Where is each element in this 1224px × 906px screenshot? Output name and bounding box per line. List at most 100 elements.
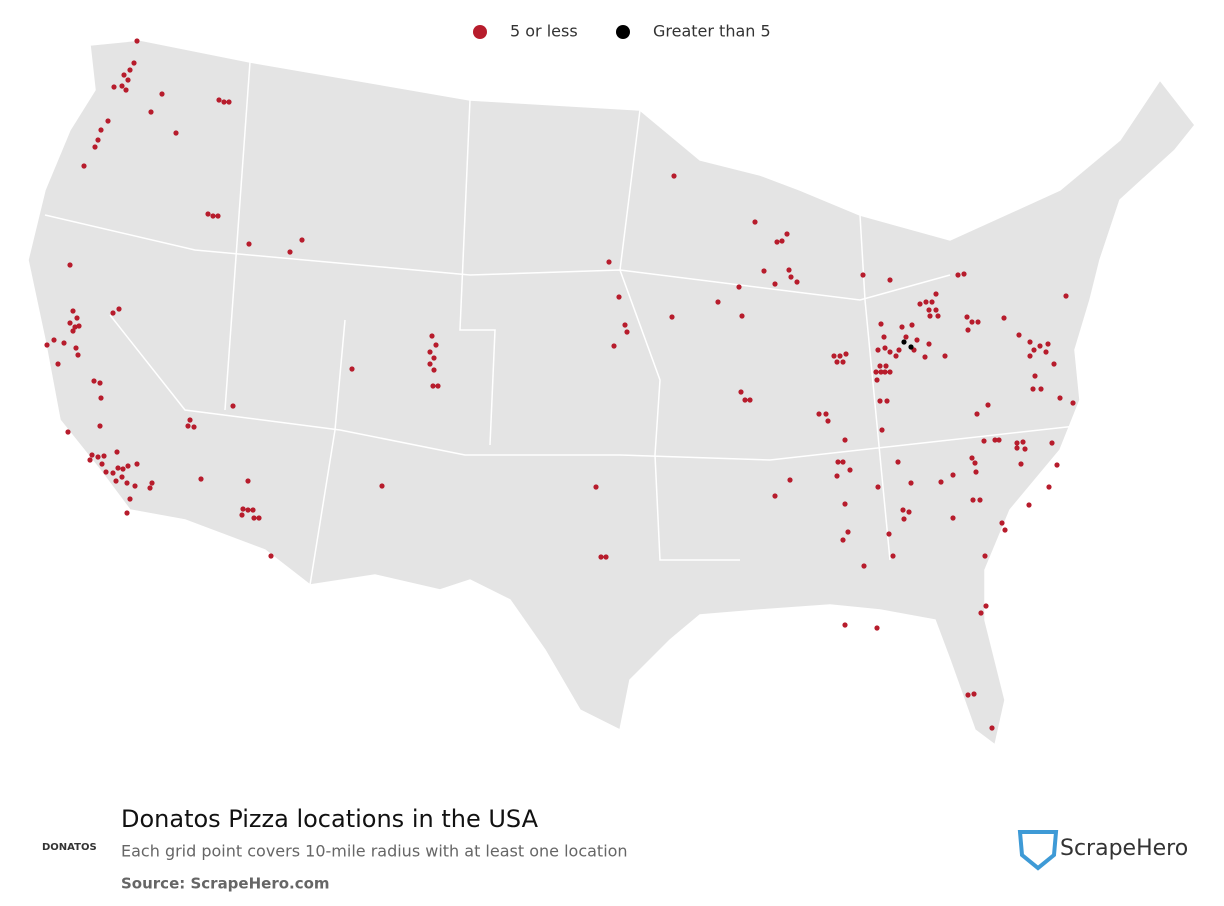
- location-dot: [215, 213, 221, 219]
- location-dot: [427, 361, 433, 367]
- location-dot: [788, 274, 794, 280]
- location-dot: [187, 417, 193, 423]
- location-dot: [909, 322, 915, 328]
- location-dot: [173, 130, 179, 136]
- location-dot: [873, 369, 879, 375]
- brand-shield: [1017, 830, 1059, 871]
- location-dot: [1049, 440, 1055, 446]
- location-dot: [210, 213, 216, 219]
- location-dot: [98, 127, 104, 133]
- location-dot: [435, 383, 441, 389]
- location-dot: [989, 725, 995, 731]
- location-dot: [878, 369, 884, 375]
- brand: ScrapeHero: [1060, 836, 1188, 861]
- location-dot: [431, 355, 437, 361]
- legend-marker: [473, 25, 487, 39]
- location-dot: [942, 353, 948, 359]
- location-dot: [772, 493, 778, 499]
- location-dot: [119, 83, 125, 89]
- location-dot: [842, 622, 848, 628]
- location-dot: [159, 91, 165, 97]
- location-dot: [119, 474, 125, 480]
- location-dot: [886, 531, 892, 537]
- location-dot: [887, 277, 893, 283]
- location-dot: [970, 497, 976, 503]
- location-dot: [896, 347, 902, 353]
- location-dot: [973, 469, 979, 475]
- location-dot: [923, 299, 929, 305]
- location-dot: [747, 397, 753, 403]
- location-dot: [433, 342, 439, 348]
- location-dot: [245, 478, 251, 484]
- location-dot: [837, 353, 843, 359]
- location-dot: [669, 314, 675, 320]
- location-dot: [901, 516, 907, 522]
- title: Donatos Pizza locations in the USA: [121, 805, 539, 833]
- location-dot: [901, 339, 907, 345]
- location-dot: [76, 323, 82, 329]
- location-dot: [134, 461, 140, 467]
- location-dot: [246, 241, 252, 247]
- location-dot: [884, 398, 890, 404]
- location-dot: [131, 60, 137, 66]
- location-dot: [955, 272, 961, 278]
- location-dot: [877, 398, 883, 404]
- location-dot: [1027, 353, 1033, 359]
- location-dot: [240, 506, 246, 512]
- location-dot: [1057, 395, 1063, 401]
- location-dot: [147, 485, 153, 491]
- location-dot: [742, 397, 748, 403]
- location-dot: [840, 359, 846, 365]
- location-dot: [752, 219, 758, 225]
- location-dot: [969, 455, 975, 461]
- location-dot: [256, 515, 262, 521]
- location-dot: [111, 84, 117, 90]
- location-dot: [230, 403, 236, 409]
- location-dot: [983, 603, 989, 609]
- location-dot: [110, 310, 116, 316]
- us-map: [27, 39, 1196, 747]
- location-dot: [123, 87, 129, 93]
- location-dot: [430, 383, 436, 389]
- location-dot: [834, 473, 840, 479]
- location-dot: [774, 239, 780, 245]
- location-dot: [933, 307, 939, 313]
- location-dot: [349, 366, 355, 372]
- location-dot: [1045, 341, 1051, 347]
- location-dot: [268, 553, 274, 559]
- location-dot: [87, 457, 93, 463]
- location-dot: [950, 472, 956, 478]
- location-dot: [299, 237, 305, 243]
- location-dot: [51, 337, 57, 343]
- location-dot: [860, 272, 866, 278]
- source: Source: ScrapeHero.com: [121, 875, 330, 893]
- location-dot: [226, 99, 232, 105]
- legend-label: 5 or less: [510, 22, 578, 41]
- location-dot: [1038, 386, 1044, 392]
- location-dot: [239, 512, 245, 518]
- location-dot: [845, 529, 851, 535]
- location-dot: [927, 313, 933, 319]
- location-dot: [1016, 332, 1022, 338]
- location-dot: [624, 329, 630, 335]
- location-dot: [882, 369, 888, 375]
- location-dot: [67, 262, 73, 268]
- location-dot: [977, 497, 983, 503]
- location-dot: [127, 67, 133, 73]
- location-dot: [965, 327, 971, 333]
- location-dot: [887, 349, 893, 355]
- location-dot: [148, 109, 154, 115]
- location-dot: [926, 307, 932, 313]
- location-dot: [840, 459, 846, 465]
- location-dot: [982, 553, 988, 559]
- location-dot: [739, 313, 745, 319]
- location-dot: [878, 321, 884, 327]
- location-dot: [134, 38, 140, 44]
- location-dot: [110, 470, 116, 476]
- location-dot: [121, 72, 127, 78]
- location-dot: [44, 342, 50, 348]
- location-dot: [99, 461, 105, 467]
- location-dot: [103, 469, 109, 475]
- location-dot: [1043, 349, 1049, 355]
- location-dot: [842, 437, 848, 443]
